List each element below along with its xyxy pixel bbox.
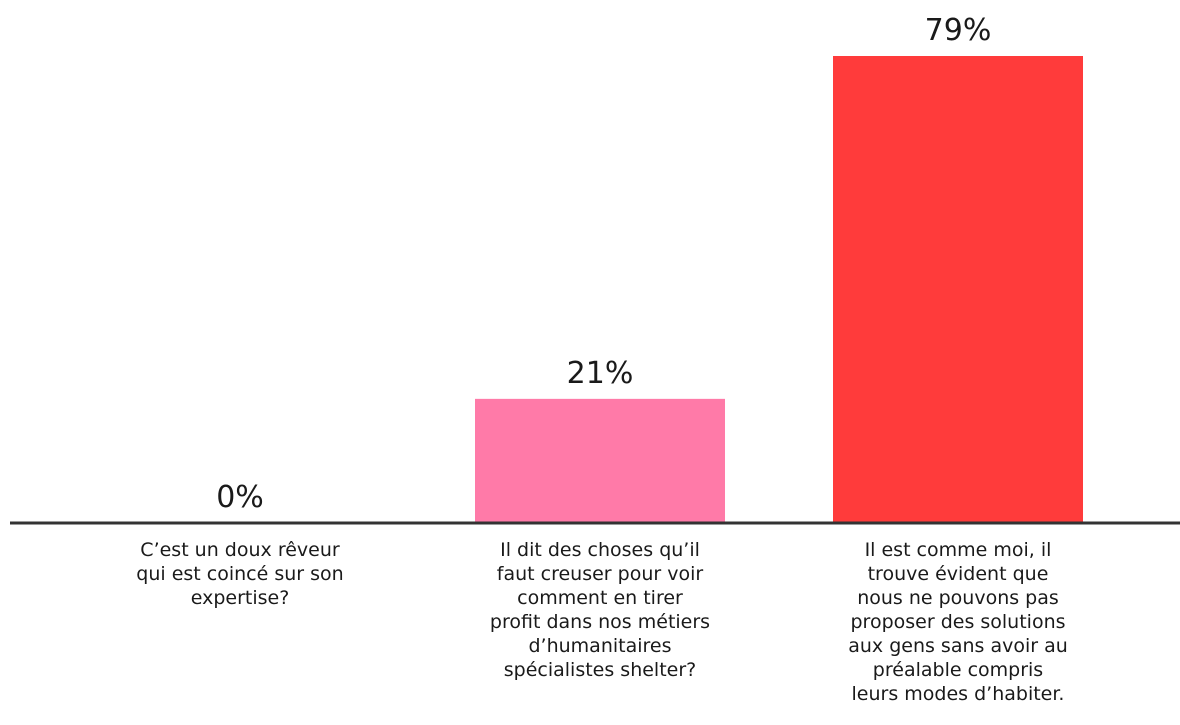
category-label-line: faut creuser pour voir xyxy=(497,563,704,585)
category-label-line: expertise? xyxy=(191,587,290,609)
value-labels-group: 0% 21% 79% xyxy=(216,13,991,515)
category-label-line: qui est coincé sur son xyxy=(136,563,343,585)
bars-group xyxy=(475,56,1083,523)
category-label-line: comment en tirer xyxy=(517,587,683,609)
category-label-3: Il est comme moi, il trouve évident que no… xyxy=(848,539,1068,705)
category-label-line: proposer des solutions xyxy=(850,611,1065,633)
bar-3 xyxy=(833,56,1083,523)
category-label-line: Il est comme moi, il xyxy=(865,539,1052,561)
category-label-line: leurs modes d’habiter. xyxy=(852,683,1065,705)
value-label-2: 21% xyxy=(567,356,634,391)
category-label-1: C’est un doux rêveur qui est coincé sur s… xyxy=(136,539,343,609)
bar-2 xyxy=(475,398,725,523)
category-label-line: spécialistes shelter? xyxy=(504,659,697,681)
category-label-line: préalable compris xyxy=(873,659,1043,681)
category-label-line: d’humanitaires xyxy=(528,635,671,657)
category-label-line: aux gens sans avoir au xyxy=(848,635,1068,657)
category-label-line: Il dit des choses qu’il xyxy=(500,539,700,561)
category-label-line: nous ne pouvons pas xyxy=(857,587,1059,609)
category-labels-group: C’est un doux rêveur qui est coincé sur s… xyxy=(136,539,1068,705)
category-label-line: profit dans nos métiers xyxy=(490,611,710,633)
value-label-3: 79% xyxy=(925,13,992,48)
category-label-2: Il dit des choses qu’il faut creuser pour… xyxy=(490,539,710,681)
category-label-line: trouve évident que xyxy=(868,563,1049,585)
category-label-line: C’est un doux rêveur xyxy=(140,539,340,561)
value-label-1: 0% xyxy=(216,480,264,515)
